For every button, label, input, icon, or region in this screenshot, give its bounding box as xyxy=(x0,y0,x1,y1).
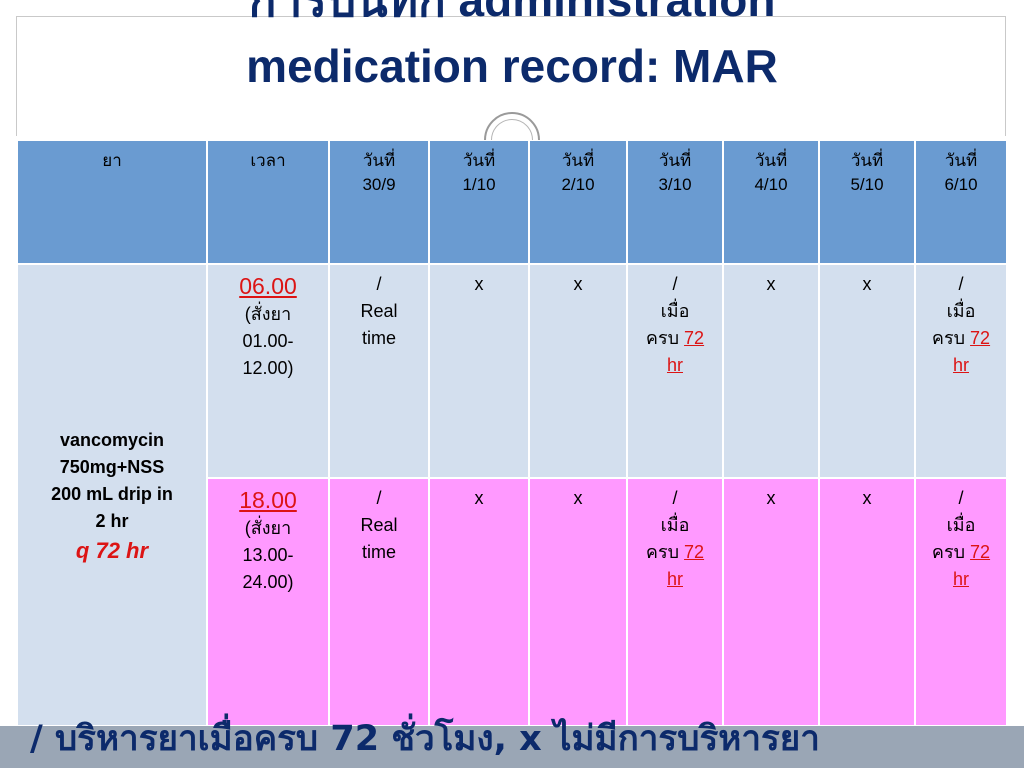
note-line: เมื่อ xyxy=(660,301,690,321)
mar-table: ยา เวลา วันที่ 30/9 วันที่ 1/10 วันที่ 2/10… xyxy=(16,140,1008,727)
drug-frequency: q 72 hr xyxy=(75,537,149,563)
not-given-mark: x xyxy=(474,488,484,508)
header-date-5-10: วันที่ 5/10 xyxy=(818,140,916,265)
table-header-row: ยา เวลา วันที่ 30/9 วันที่ 1/10 วันที่ 2/10… xyxy=(16,140,1008,265)
order-window-line: 24.00) xyxy=(242,572,294,592)
order-window-line: 12.00) xyxy=(242,358,294,378)
order-window-line: 01.00- xyxy=(242,331,294,351)
header-date-text: วันที่ xyxy=(561,151,595,170)
table-row-06: vancomycin 750mg+NSS 200 mL drip in 2 hr… xyxy=(16,263,1008,727)
admin-time: 06.00 xyxy=(239,273,297,299)
day-cell-2-10: x xyxy=(528,263,628,479)
drug-name-line: 2 hr xyxy=(95,510,129,531)
day-cell-2-10: x xyxy=(528,477,628,727)
day-cell-6-10: / เมื่อ ครบ 72 hr xyxy=(914,477,1008,727)
note-line: time xyxy=(361,328,396,348)
order-window-line: (สั่งยา xyxy=(244,518,292,538)
not-given-mark: x xyxy=(474,274,484,294)
header-date-4-10: วันที่ 4/10 xyxy=(722,140,820,265)
time-cell: 18.00 (สั่งยา 13.00- 24.00) xyxy=(206,477,330,727)
note-line-highlight: hr xyxy=(666,569,683,589)
header-date-30-9: วันที่ 30/9 xyxy=(328,140,430,265)
note-line: ครบ 72 xyxy=(931,328,991,348)
header-date-text: 2/10 xyxy=(561,175,595,194)
header-date-text: วันที่ xyxy=(944,151,978,170)
given-mark: / xyxy=(672,488,678,508)
header-date-text: วันที่ xyxy=(362,151,396,170)
day-cell-6-10: / เมื่อ ครบ 72 hr xyxy=(914,263,1008,479)
header-date-text: 1/10 xyxy=(462,175,496,194)
day-cell-30-9: / Real time xyxy=(328,263,430,479)
note-line-highlight: hr xyxy=(666,355,683,375)
given-mark: / xyxy=(958,274,964,294)
page-title: การบันทึก administration medication reco… xyxy=(0,0,1024,99)
header-date-3-10: วันที่ 3/10 xyxy=(626,140,724,265)
drug-cell: vancomycin 750mg+NSS 200 mL drip in 2 hr… xyxy=(16,263,208,727)
page-title-line-1: การบันทึก administration xyxy=(248,0,776,26)
not-given-mark: x xyxy=(573,488,583,508)
drug-name-line: 200 mL drip in xyxy=(51,483,173,504)
header-date-6-10: วันที่ 6/10 xyxy=(914,140,1008,265)
header-date-text: 4/10 xyxy=(754,175,788,194)
note-line: time xyxy=(361,542,396,562)
note-line: เมื่อ xyxy=(660,515,690,535)
title-frame xyxy=(16,16,1006,136)
note-line-highlight: hr xyxy=(952,355,969,375)
note-line: เมื่อ xyxy=(946,515,976,535)
given-mark: / xyxy=(376,274,382,294)
header-date-text: 30/9 xyxy=(362,175,396,194)
not-given-mark: x xyxy=(766,274,776,294)
given-mark: / xyxy=(376,488,382,508)
not-given-mark: x xyxy=(862,274,872,294)
day-cell-4-10: x xyxy=(722,263,820,479)
day-cell-1-10: x xyxy=(428,477,530,727)
header-date-text: วันที่ xyxy=(658,151,692,170)
header-date-text: วันที่ xyxy=(754,151,788,170)
day-cell-1-10: x xyxy=(428,263,530,479)
header-drug: ยา xyxy=(16,140,208,265)
page-title-line-2: medication record: MAR xyxy=(246,40,778,92)
note-line: ครบ 72 xyxy=(645,328,705,348)
header-date-text: 3/10 xyxy=(658,175,692,194)
note-line: Real xyxy=(360,301,398,321)
header-date-2-10: วันที่ 2/10 xyxy=(528,140,628,265)
header-date-text: 6/10 xyxy=(944,175,978,194)
legend-text: / บริหารยาเมื่อครบ 72 ชั่วโมง, x ไม่มีกา… xyxy=(30,719,820,759)
note-line: Real xyxy=(360,515,398,535)
header-date-1-10: วันที่ 1/10 xyxy=(428,140,530,265)
given-mark: / xyxy=(672,274,678,294)
note-line: เมื่อ xyxy=(946,301,976,321)
not-given-mark: x xyxy=(573,274,583,294)
day-cell-30-9: / Real time xyxy=(328,477,430,727)
day-cell-4-10: x xyxy=(722,477,820,727)
time-cell: 06.00 (สั่งยา 01.00- 12.00) xyxy=(206,263,330,479)
drug-name-line: 750mg+NSS xyxy=(59,456,165,477)
header-date-text: วันที่ xyxy=(850,151,884,170)
header-time: เวลา xyxy=(206,140,330,265)
note-line-highlight: hr xyxy=(952,569,969,589)
day-cell-3-10: / เมื่อ ครบ 72 hr xyxy=(626,263,724,479)
footer-bar xyxy=(0,726,1024,768)
day-cell-5-10: x xyxy=(818,263,916,479)
not-given-mark: x xyxy=(766,488,776,508)
table-row-18: 18.00 (สั่งยา 13.00- 24.00) / Real time … xyxy=(17,477,1008,727)
admin-time: 18.00 xyxy=(239,487,297,513)
given-mark: / xyxy=(958,488,964,508)
header-date-text: วันที่ xyxy=(462,151,496,170)
header-date-text: 5/10 xyxy=(850,175,884,194)
day-cell-3-10: / เมื่อ ครบ 72 hr xyxy=(626,477,724,727)
order-window-line: 13.00- xyxy=(242,545,294,565)
drug-name-line: vancomycin xyxy=(59,429,165,450)
day-cell-5-10: x xyxy=(818,477,916,727)
note-line: ครบ 72 xyxy=(645,542,705,562)
note-line: ครบ 72 xyxy=(931,542,991,562)
not-given-mark: x xyxy=(862,488,872,508)
order-window-line: (สั่งยา xyxy=(244,304,292,324)
